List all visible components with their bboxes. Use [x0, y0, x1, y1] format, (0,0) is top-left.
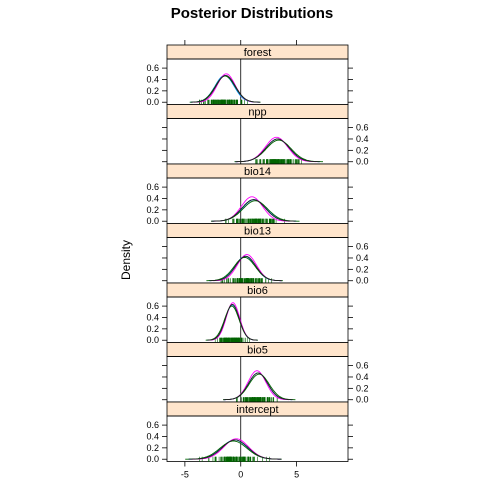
- y-tick-label: 0.4: [146, 74, 159, 84]
- y-tick-label: 0.0: [146, 454, 159, 464]
- x-tick-label: 0: [238, 470, 243, 480]
- density-line-chain-3: [206, 256, 283, 282]
- y-tick-label: 0.2: [146, 86, 159, 96]
- y-tick-label: 0.4: [146, 431, 159, 441]
- x-tick-label: -5: [181, 470, 189, 480]
- density-line-chain-4: [191, 75, 261, 103]
- strip-label-forest: forest: [244, 47, 272, 59]
- y-tick-label: 0.4: [356, 372, 369, 382]
- y-tick-label: 0.2: [146, 443, 159, 453]
- panel-bio6: bio6 0.00.2 0.40.6: [146, 282, 353, 345]
- density-line-chain-2: [208, 302, 258, 341]
- panel-npp: npp 0.0 0.20.40.6: [162, 104, 369, 167]
- y-tick-label: 0.6: [356, 361, 369, 371]
- panel-bio13: bio13 0.0 0.20.40.6: [162, 223, 369, 286]
- y-tick-label: 0.6: [146, 420, 159, 430]
- y-tick-label: 0.2: [146, 324, 159, 334]
- density-line-chain-1: [209, 255, 282, 282]
- y-tick-label: 0.2: [356, 145, 369, 155]
- density-line-chain-3: [223, 373, 296, 401]
- y-tick-label: 0.0: [146, 216, 159, 226]
- density-line-chain-1: [207, 304, 258, 341]
- density-line-chain-3: [211, 200, 300, 222]
- y-tick-label: 0.6: [146, 301, 159, 311]
- y-tick-label: 0.6: [146, 63, 159, 73]
- panel-group: forest0.00.20.40.6npp0.00.20.40.6bio140.…: [146, 40, 369, 464]
- density-line-chain-4: [209, 255, 282, 282]
- density-line-chain-2: [236, 136, 317, 163]
- x-tick-label: 5: [294, 470, 299, 480]
- panel-frame-bio6: [166, 296, 349, 343]
- density-line-chain-3: [205, 305, 258, 341]
- density-line-chain-1: [211, 199, 297, 222]
- strip-label-bio5: bio5: [247, 345, 268, 357]
- y-tick-label: 0.6: [356, 123, 369, 133]
- density-line-chain-1: [190, 75, 259, 103]
- y-tick-label: 0.0: [146, 97, 159, 107]
- density-line-chain-2: [194, 73, 259, 103]
- panel-forest: forest 0.00.2 0.40.6: [146, 40, 353, 107]
- density-line-chain-1: [223, 372, 293, 401]
- density-line-chain-4: [223, 372, 293, 401]
- panel-frame-bio5: [166, 356, 349, 403]
- y-tick-label: 0.0: [356, 395, 369, 405]
- panel-bio5: bio5 0.0 0.20.40.6: [162, 342, 369, 405]
- y-tick-label: 0.2: [146, 205, 159, 215]
- strip-label-bio6: bio6: [247, 285, 268, 297]
- density-line-chain-4: [235, 138, 320, 163]
- panel-frame-forest: [166, 58, 349, 105]
- density-line-chain-4: [207, 303, 258, 341]
- density-line-chain-3: [189, 75, 261, 103]
- strip-label-bio13: bio13: [244, 226, 271, 238]
- strip-label-bio14: bio14: [244, 166, 271, 178]
- chart-title: Posterior Distributions: [171, 5, 334, 22]
- y-tick-label: 0.6: [146, 182, 159, 192]
- density-line-chain-3: [234, 139, 323, 163]
- strip-label-npp: npp: [248, 107, 266, 119]
- y-tick-label: 0.4: [356, 253, 369, 263]
- y-tick-label: 0.4: [146, 193, 159, 203]
- y-tick-label: 0.0: [356, 157, 369, 167]
- y-tick-label: 0.0: [146, 335, 159, 345]
- panel-bio14: bio14 0.00.2 0.40.6: [146, 163, 353, 226]
- y-tick-label: 0.2: [356, 383, 369, 393]
- x-axis: -5 0 5: [181, 461, 299, 480]
- panel-frame-bio13: [166, 237, 349, 284]
- density-line-chain-4: [188, 439, 282, 460]
- y-tick-label: 0.2: [356, 264, 369, 274]
- density-line-chain-1: [235, 138, 320, 163]
- y-tick-label: 0.4: [146, 312, 159, 322]
- density-line-chain-2: [212, 254, 282, 282]
- y-axis-label: Density: [119, 240, 133, 280]
- density-line-chain-1: [188, 439, 281, 460]
- y-tick-label: 0.4: [356, 134, 369, 144]
- density-line-chain-3: [185, 440, 282, 460]
- strip-label-intercept: intercept: [236, 404, 278, 416]
- y-tick-label: 0.0: [356, 276, 369, 286]
- y-tick-label: 0.6: [356, 242, 369, 252]
- density-line-chain-4: [211, 199, 296, 222]
- panel-intercept: intercept 0.00.2 0.40.6: [146, 401, 353, 464]
